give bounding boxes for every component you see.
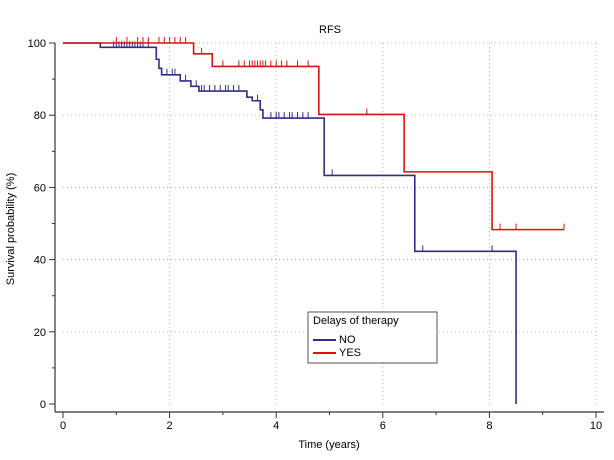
y-ticks: 0 20 40 60 80 100	[28, 38, 55, 411]
legend-label-yes: YES	[339, 347, 361, 359]
y-tick-label: 60	[34, 182, 46, 194]
y-tick-label: 0	[40, 399, 46, 411]
series-no	[63, 41, 517, 404]
y-tick-label: 40	[34, 255, 46, 267]
y-tick-label: 80	[34, 110, 46, 122]
grid-lines	[63, 42, 597, 404]
x-tick-label: 4	[273, 420, 279, 432]
survival-curve	[63, 42, 517, 404]
x-ticks: 0 2 4 6 8 10	[60, 412, 602, 432]
legend-box	[307, 311, 438, 364]
x-axis-label: Time (years)	[298, 439, 359, 451]
x-tick-label: 6	[380, 420, 386, 432]
x-tick-label: 8	[486, 420, 492, 432]
y-tick-label: 100	[28, 38, 46, 50]
legend-title: Delays of therapy	[313, 315, 399, 327]
survival-curve	[63, 42, 565, 231]
y-axis-label: Survival probability (%)	[5, 173, 17, 285]
x-tick-label: 2	[167, 420, 173, 432]
legend-label-no: NO	[339, 334, 356, 346]
y-tick-label: 20	[34, 327, 46, 339]
series-group	[63, 37, 565, 404]
series-yes	[63, 37, 565, 231]
chart-title: RFS	[319, 24, 341, 36]
legend: Delays of therapy NO YES	[307, 311, 438, 364]
x-tick-label: 0	[60, 420, 66, 432]
x-tick-label: 10	[590, 420, 602, 432]
